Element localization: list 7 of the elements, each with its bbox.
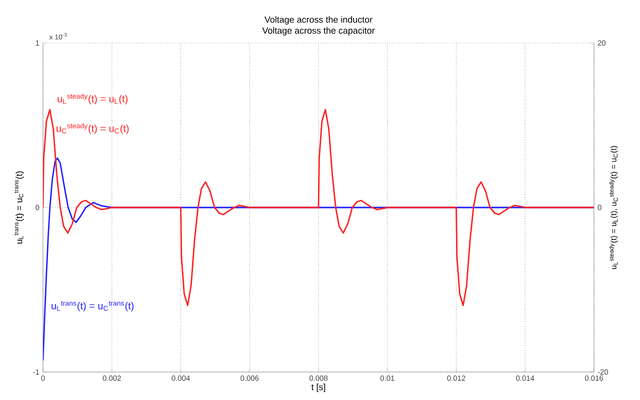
y-axis-title: u$_{L}$$^{trans}$(t) = u$_{C}$$^{trans}$(t) [14, 171, 24, 244]
annotation: u$_{C}$$^{steady}$(t) = u$_{C}$(t) [56, 123, 129, 134]
annotation: u$_{L}$$^{steady}$(t) = u$_{L}$(t) [58, 94, 128, 104]
chart-subtitle: Voltage across the capacitor [262, 27, 375, 36]
x-axis-title: t [s] [311, 384, 326, 392]
annotation: u$_{L}$$^{trans}$(t) = u$_{C}$$^{trans}$(t) [52, 301, 134, 312]
chart-title: Voltage across the inductor [264, 16, 372, 25]
